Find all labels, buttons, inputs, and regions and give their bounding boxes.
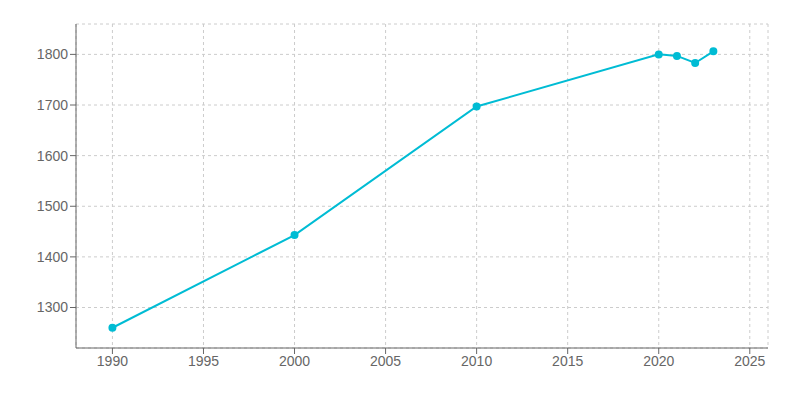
svg-text:2000: 2000 bbox=[279, 353, 310, 369]
svg-text:2005: 2005 bbox=[370, 353, 401, 369]
svg-text:2015: 2015 bbox=[552, 353, 583, 369]
svg-text:2010: 2010 bbox=[461, 353, 492, 369]
svg-text:1400: 1400 bbox=[37, 249, 68, 265]
svg-text:1995: 1995 bbox=[188, 353, 219, 369]
svg-text:1300: 1300 bbox=[37, 299, 68, 315]
svg-text:1600: 1600 bbox=[37, 148, 68, 164]
svg-text:1800: 1800 bbox=[37, 46, 68, 62]
svg-text:1500: 1500 bbox=[37, 198, 68, 214]
svg-text:2020: 2020 bbox=[643, 353, 674, 369]
svg-text:1990: 1990 bbox=[97, 353, 128, 369]
svg-text:1700: 1700 bbox=[37, 97, 68, 113]
svg-text:2025: 2025 bbox=[734, 353, 765, 369]
